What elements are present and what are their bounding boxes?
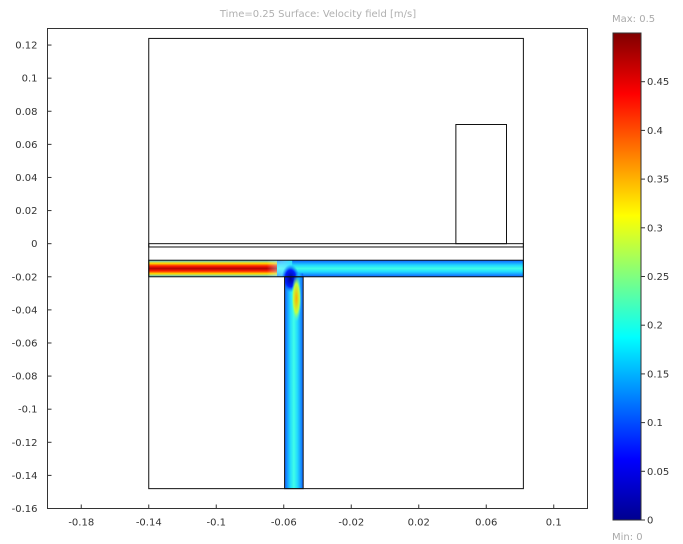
colorbar-tick-label: 0.3 [647,223,663,234]
y-tick-label: -0.02 [12,272,38,283]
y-tick-label: 0.1 [22,74,38,85]
colorbar-tick-label: 0.25 [647,272,669,283]
colorbar-tick-label: 0.15 [647,369,669,380]
upper-plate [148,243,524,248]
x-tick-label: -0.14 [136,518,162,529]
colorbar-tick-label: 0.2 [647,321,663,332]
y-tick-label: -0.1 [18,405,38,416]
velocity-field [148,260,524,489]
colorbar-tick-label: 0 [647,516,653,527]
colorbar-tick-label: 0.4 [647,126,663,137]
colorbar-min-label: Min: 0 [612,532,643,543]
vertical-outlet-flow [284,273,304,489]
colorbar-tick-label: 0.35 [647,175,669,186]
y-tick-label: 0.08 [15,107,37,118]
y-tick-label: -0.12 [12,438,38,449]
y-tick-label: 0.12 [15,41,37,52]
y-tick-label: -0.04 [12,305,38,316]
y-tick-label: 0.02 [15,206,37,217]
plot-title: Time=0.25 Surface: Velocity field [m/s] [219,9,416,20]
colorbar-max-label: Max: 0.5 [612,14,655,25]
y-tick-label: -0.14 [12,471,38,482]
obstacle-block [455,124,507,245]
x-tick-label: 0.1 [546,518,562,529]
y-axis-ticks: 0.12 0.1 0.08 0.06 0.04 0.02 0 -0.02 -0.04 -0.06 -… [12,41,52,515]
vertical-channel-outline [284,276,304,490]
y-tick-label: -0.08 [12,372,38,383]
right-outlet-flow [266,260,524,277]
turning-jet [291,274,302,323]
x-tick-label: -0.18 [68,518,94,529]
x-tick-label: 0.06 [475,518,497,529]
colorbar-tick-label: 0.45 [647,77,669,88]
colorbar: Max: 0.5 Min: 0 0.45 0.4 0.35 0.3 0.25 0.2 0.1… [612,14,669,543]
geometry-outlines [148,37,524,490]
colorbar-tick-label: 0.05 [647,467,669,478]
y-tick-label: -0.06 [12,338,38,349]
x-tick-label: 0.02 [408,518,430,529]
horizontal-channel-outline [148,259,524,278]
inlet-flow [148,260,277,277]
x-tick-label: -0.02 [338,518,364,529]
colorbar-tick-label: 0.1 [647,418,663,429]
y-tick-label: 0.06 [15,140,37,151]
colorbar-gradient [612,32,642,521]
x-tick-label: -0.1 [206,518,226,529]
x-tick-label: -0.06 [271,518,297,529]
colorbar-ticks: 0.45 0.4 0.35 0.3 0.25 0.2 0.15 0.1 0.05 0 [641,77,669,527]
y-tick-label: -0.16 [12,504,38,515]
x-axis-ticks: -0.18 -0.14 -0.1 -0.06 -0.02 0.02 0.06 0.1 [68,504,562,529]
y-tick-label: 0 [31,239,37,250]
y-tick-label: 0.04 [15,173,37,184]
